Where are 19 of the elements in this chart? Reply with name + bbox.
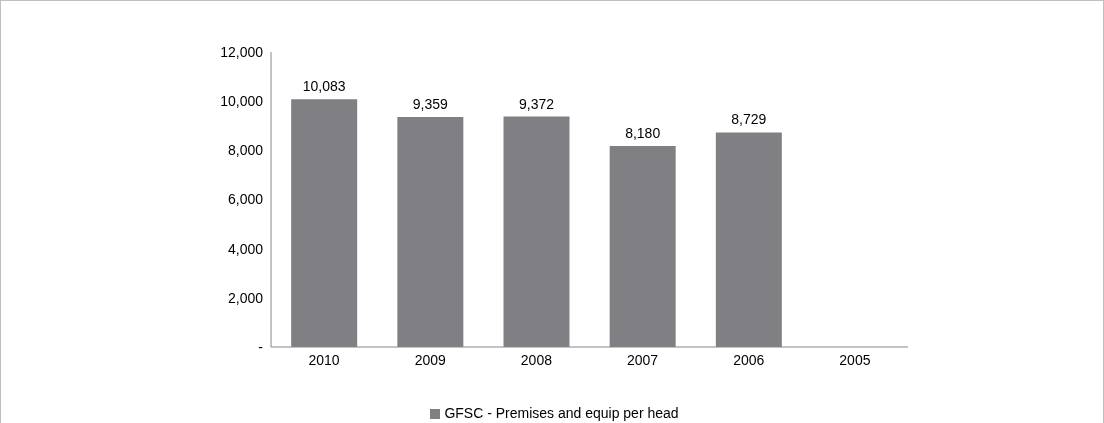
y-tick-label: 8,000 xyxy=(227,142,264,159)
data-label: 9,359 xyxy=(412,95,449,112)
x-tick-label: 2008 xyxy=(520,351,553,368)
data-label: 8,180 xyxy=(625,124,661,141)
y-tick-label: 6,000 xyxy=(227,191,264,208)
x-tick-label: 2010 xyxy=(308,351,340,368)
x-tick-label: 2005 xyxy=(839,351,871,368)
y-tick-label: 2,000 xyxy=(227,289,264,306)
x-tick-label: 2006 xyxy=(733,351,765,368)
y-tick-label: 4,000 xyxy=(227,240,264,257)
data-label: 10,083 xyxy=(302,78,346,95)
x-tick-label: 2007 xyxy=(627,351,659,368)
y-tick-label: 12,000 xyxy=(220,43,264,60)
legend-label: GFSC - Premises and equip per head xyxy=(444,405,679,421)
y-tick-label: - xyxy=(258,338,264,355)
data-label: 9,372 xyxy=(518,95,555,112)
data-label: 8,729 xyxy=(731,111,767,128)
x-tick-label: 2009 xyxy=(414,351,447,368)
y-tick-label: 10,000 xyxy=(220,93,264,110)
